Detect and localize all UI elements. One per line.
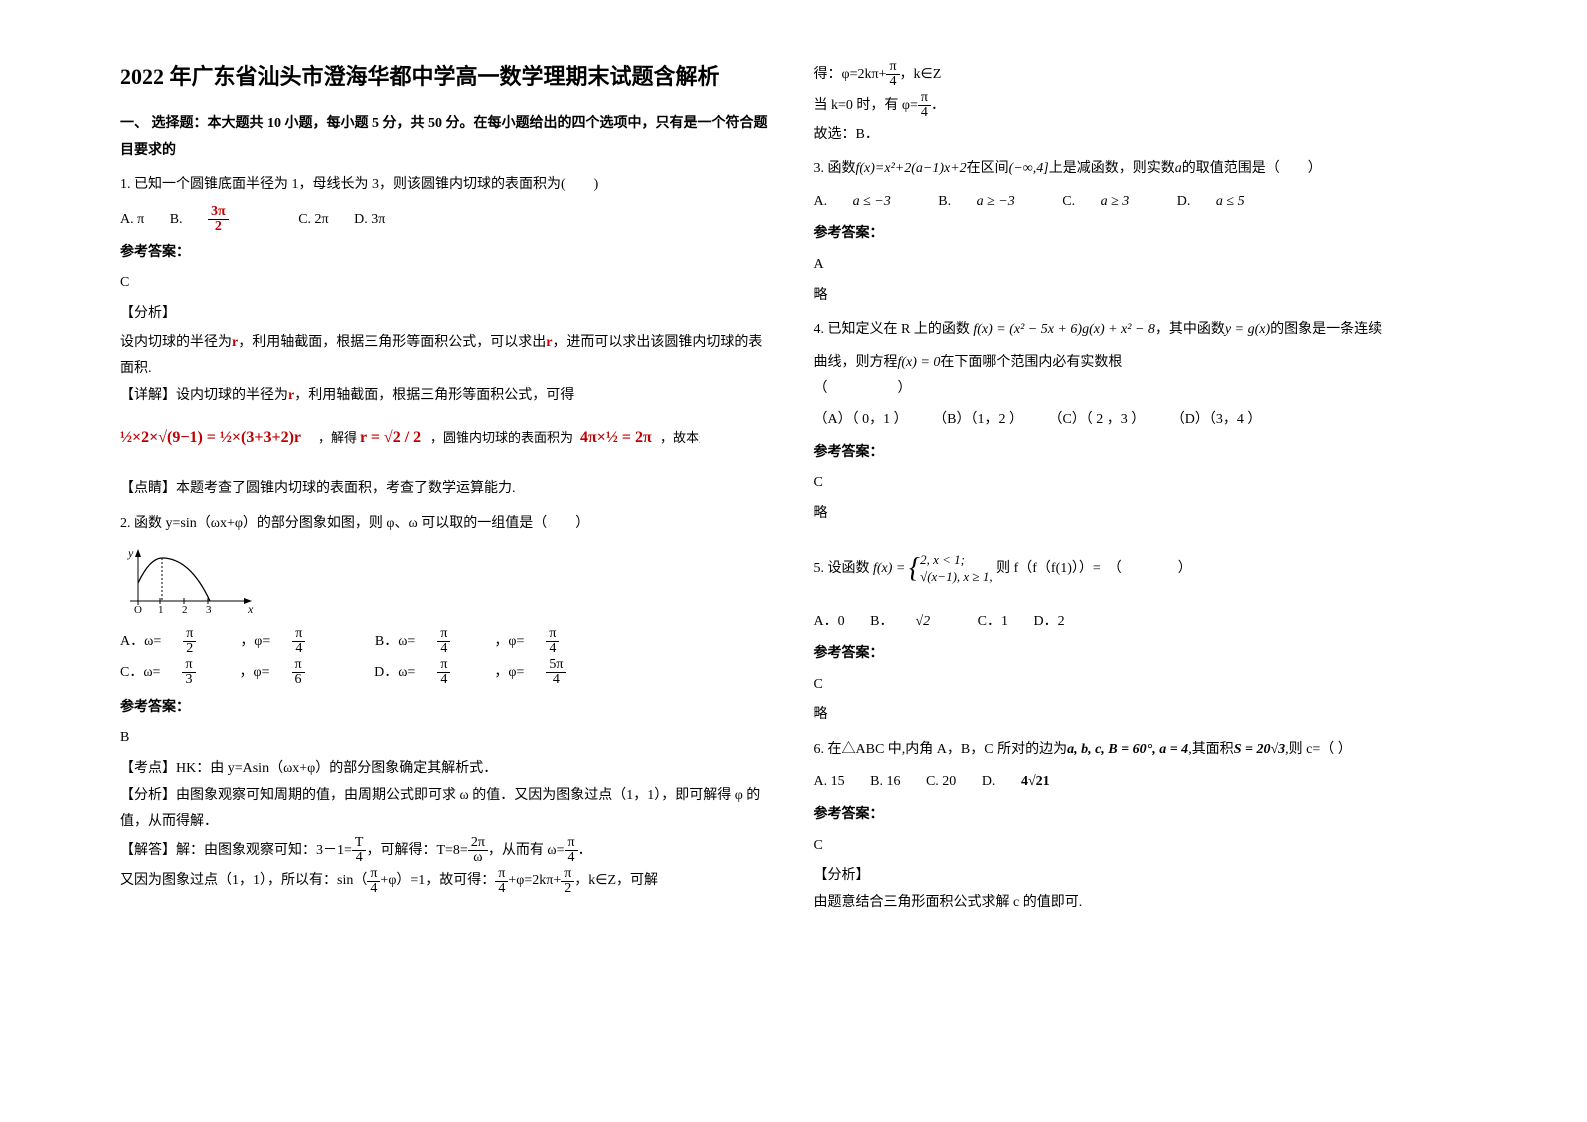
q3-opt-b: B. a ≥ −3 [938,189,1036,216]
q4-brief: 略 [814,501,1468,528]
q2-ans-label: 参考答案： [120,695,774,722]
q5-brief: 略 [814,702,1468,729]
q6-opt-b: B. 16 [870,769,900,796]
q5-piecewise: f(x) = { 2, x < 1; √(x−1), x ≥ 1, [873,535,993,602]
svg-text:1: 1 [158,604,164,616]
q4-text-2: 曲线，则方程f(x) = 0在下面哪个范围内必有实数根 [814,350,1468,377]
q4-opt-d: （D）（3，4 ） [1171,407,1262,434]
svg-text:，圆锥内切球的表面积为: ，圆锥内切球的表面积为 [430,430,573,445]
q1-opt-a: A. π [120,207,144,234]
q1-equation: ½×2×√(9−1) = ½×(3+3+2)r ，解得 r = √2 / 2 ，… [120,417,774,468]
svg-text:O: O [134,604,142,616]
q2-opt-c: C．ω=π3，φ=π6 [120,658,349,689]
q2-opt-d: D．ω=π4，φ=5π4 [374,658,610,689]
q1-optb-frac: 3π 2 [208,205,251,234]
q1-eq-svg: ½×2×√(9−1) = ½×(3+3+2)r ，解得 r = √2 / 2 ，… [120,417,700,457]
q2-options: A．ω=π2，φ=π4 B．ω=π4，φ=π4 C．ω=π3，φ=π6 D．ω=… [120,627,774,689]
q1-text: 1. 已知一个圆锥底面半径为 1，母线长为 3，则该圆锥内切球的表面积为( ) [120,172,774,199]
q1-options: A. π B. 3π 2 C. 2π D. 3π [120,205,774,234]
page-title: 2022 年广东省汕头市澄海华都中学高一数学理期末试题含解析 [120,60,774,93]
q1-opt-b: B. 3π 2 [170,205,273,234]
q1-opt-d: D. 3π [354,207,385,234]
q6-text: 6. 在△ABC 中,内角 A，B，C 所对的边为a, b, c, B = 60… [814,737,1468,764]
svg-text:x: x [247,602,254,616]
q5-opt-d: D．2 [1034,609,1065,636]
q3-opt-d: D. a ≤ 5 [1177,189,1267,216]
svg-text:4π×½ = 2π: 4π×½ = 2π [580,429,652,446]
q2-cont-3: 故选：B． [814,122,1468,149]
q3-text: 3. 函数f(x)=x²+2(a−1)x+2在区间(−∞,4]上是减函数，则实数… [814,156,1468,183]
q6-options: A. 15 B. 16 C. 20 D. 4√21 [814,769,1468,796]
q1-analysis-label: 【分析】 [120,301,774,328]
q3-brief: 略 [814,283,1468,310]
q4-ans: C [814,470,1468,497]
svg-text:½×2×√(9−1) = ½×(3+3+2)r: ½×2×√(9−1) = ½×(3+3+2)r [120,429,301,446]
q3-opt-a: A. a ≤ −3 [814,189,913,216]
q2-graph: y x O 1 2 3 [120,543,260,621]
q6-an-text: 由题意结合三角形面积公式求解 c 的值即可. [814,890,1468,917]
section-1-head: 一、 选择题：本大题共 10 小题，每小题 5 分，共 50 分。在每小题给出的… [120,111,774,164]
q5-ans: C [814,672,1468,699]
q2-opt-b: B．ω=π4，φ=π4 [375,627,604,658]
q1-analysis-1: 设内切球的半径为r，利用轴截面，根据三角形等面积公式，可以求出r，进而可以求出该… [120,330,774,383]
q6-ans: C [814,833,1468,860]
q5-opt-b: B．√2 [870,609,952,636]
q2-fenxi: 【分析】由图象观察可知周期的值，由周期公式即可求 ω 的值．又因为图象过点（1，… [120,783,774,836]
q4-options: （A）（ 0，1 ） （B）（1，2 ） （C）（ 2 ，3 ） （D）（3，4… [814,407,1468,434]
q2-text: 2. 函数 y=sin（ωx+φ）的部分图象如图，则 φ、ω 可以取的一组值是（… [120,511,774,538]
q1-ans-label: 参考答案： [120,240,774,267]
svg-text:y: y [127,546,134,560]
svg-text:2: 2 [182,604,188,616]
left-column: 2022 年广东省汕头市澄海华都中学高一数学理期末试题含解析 一、 选择题：本大… [100,60,794,1082]
q4-paren: （ ） [814,376,1468,403]
q5-opt-a: A．0 [814,609,845,636]
q2-jieda-2: 又因为图象过点（1，1），所以有：sin（π4+φ）=1，故可得：π4+φ=2k… [120,866,774,897]
q5-options: A．0 B．√2 C．1 D．2 [814,609,1468,636]
q6-ans-label: 参考答案： [814,802,1468,829]
q5-opt-c: C．1 [978,609,1008,636]
q6-opt-d: D. 4√21 [982,769,1072,796]
svg-text:3: 3 [206,604,212,616]
right-column: 得：φ=2kπ+π4，k∈Z 当 k=0 时，有 φ=π4． 故选：B． 3. … [794,60,1488,1082]
q4-opt-b: （B）（1，2 ） [933,407,1023,434]
q4-text: 4. 已知定义在 R 上的函数 f(x) = (x² − 5x + 6)g(x)… [814,317,1468,344]
q3-opt-c: C. a ≥ 3 [1062,189,1151,216]
svg-text:r = √2 / 2: r = √2 / 2 [360,429,421,446]
q6-opt-c: C. 20 [926,769,956,796]
q2-cont-2: 当 k=0 时，有 φ=π4． [814,91,1468,122]
q1-comment: 【点睛】本题考查了圆锥内切球的表面积，考查了数学运算能力. [120,476,774,503]
q6-an-label: 【分析】 [814,863,1468,890]
q1-detail: 【详解】设内切球的半径为r，利用轴截面，根据三角形等面积公式，可得 [120,383,774,410]
q4-opt-a: （A）（ 0，1 ） [814,407,908,434]
q3-ans-label: 参考答案： [814,221,1468,248]
q2-kaodian: 【考点】HK：由 y=Asin（ωx+φ）的部分图象确定其解析式． [120,756,774,783]
q5-text: 5. 设函数 f(x) = { 2, x < 1; √(x−1), x ≥ 1,… [814,535,1468,602]
q6-opt-a: A. 15 [814,769,845,796]
q4-opt-c: （C）（ 2 ，3 ） [1048,407,1145,434]
q4-ans-label: 参考答案： [814,440,1468,467]
q5-ans-label: 参考答案： [814,641,1468,668]
svg-text:，解得: ，解得 [318,430,357,445]
q3-options: A. a ≤ −3 B. a ≥ −3 C. a ≥ 3 D. a ≤ 5 [814,189,1468,216]
q2-cont-1: 得：φ=2kπ+π4，k∈Z [814,60,1468,91]
q1-ans: C [120,270,774,297]
q2-ans: B [120,725,774,752]
q3-ans: A [814,252,1468,279]
q2-opt-a: A．ω=π2，φ=π4 [120,627,349,658]
q1-opt-c: C. 2π [298,207,328,234]
svg-text:，故本题选 C.: ，故本题选 C. [660,430,700,445]
q2-jieda-1: 【解答】解：由图象观察可知：3－1=T4，可解得：T=8=2πω，从而有 ω=π… [120,836,774,867]
